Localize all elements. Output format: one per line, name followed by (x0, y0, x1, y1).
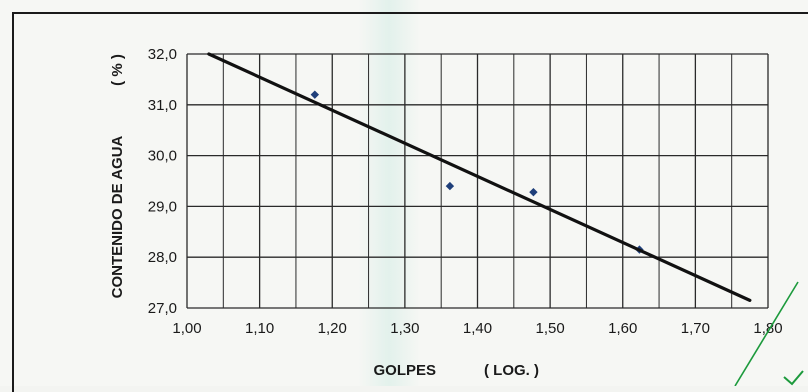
y-tick-label: 27,0 (148, 300, 177, 317)
y-tick-label: 30,0 (148, 148, 177, 165)
data-point (529, 187, 538, 197)
x-tick-label: 1,50 (536, 320, 565, 337)
ink-mark-line (734, 281, 799, 386)
data-point (310, 90, 320, 99)
x-tick-label: 1,10 (245, 320, 274, 337)
trend-line (207, 52, 752, 302)
y-tick-labels: 27,0 28,0 29,0 30,0 31,0 32,0 (148, 46, 177, 317)
x-tick-label: 1,60 (608, 320, 637, 337)
x-tick-label: 1,30 (390, 320, 419, 337)
x-tick-label: 1,80 (753, 320, 782, 337)
y-tick-label: 32,0 (148, 46, 177, 63)
plot-series (207, 52, 752, 302)
chart-frame (12, 12, 808, 392)
horizontal-gridlines (187, 53, 768, 309)
vertical-gridlines (186, 54, 769, 308)
x-tick-label: 1,00 (172, 320, 201, 337)
ink-check-mark (783, 370, 804, 386)
x-tick-labels: 1,00 1,10 1,20 1,30 1,40 1,50 1,60 1,70 1,80 (172, 320, 782, 337)
y-axis-title: CONTENIDO DE AGUA (109, 135, 126, 298)
x-axis-title: GOLPES (373, 362, 436, 379)
x-tick-label: 1,40 (463, 320, 492, 337)
y-tick-label: 28,0 (148, 249, 177, 266)
y-tick-label: 31,0 (148, 97, 177, 114)
x-axis-unit: ( LOG. ) (484, 362, 539, 379)
data-point (445, 181, 455, 191)
x-tick-label: 1,70 (681, 320, 710, 337)
x-tick-label: 1,20 (318, 320, 347, 337)
y-axis-unit: ( % ) (109, 54, 126, 86)
y-tick-label: 29,0 (148, 198, 177, 215)
